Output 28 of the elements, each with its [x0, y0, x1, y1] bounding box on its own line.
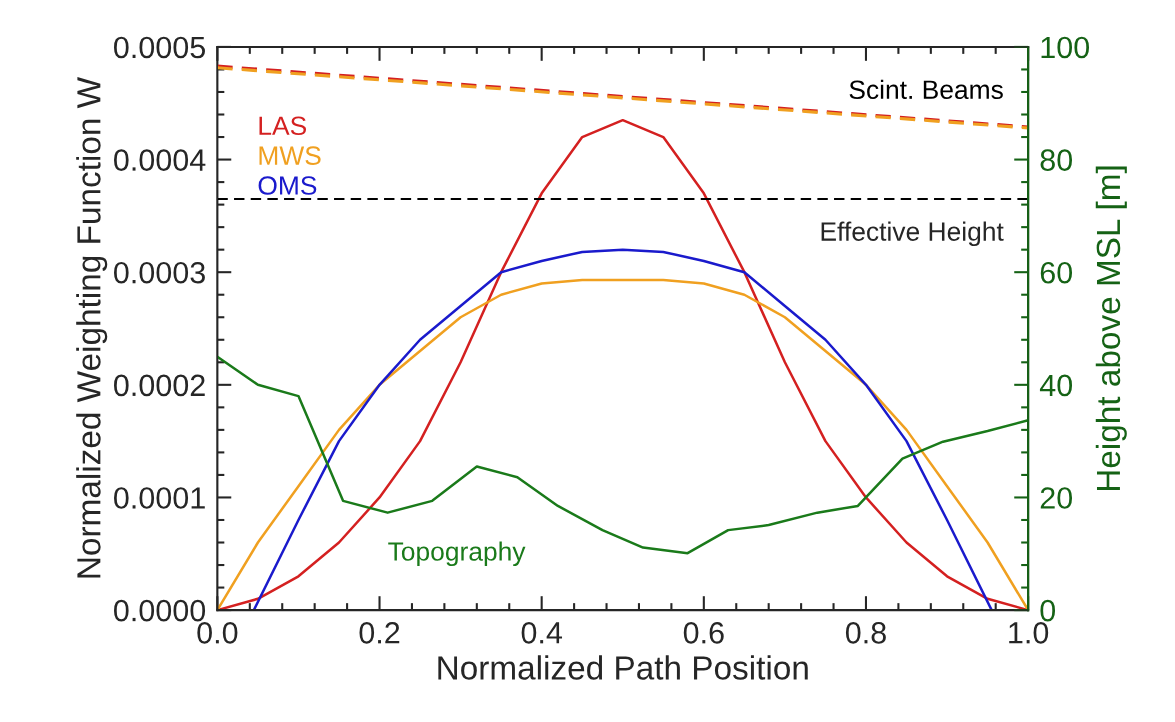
y2-tick-label: 80 [1040, 149, 1073, 171]
x-tick-label: 0.2 [359, 622, 400, 644]
y-tick-label: 0.0001 [114, 487, 205, 509]
y-tick-label: 0.0002 [114, 374, 205, 397]
y2-tick-label: 100 [1041, 36, 1090, 59]
y2-tick-label: 60 [1040, 261, 1073, 284]
x-tick-label: 1.0 [1009, 622, 1049, 644]
y2-axis-title: Height above MSL [m] [1095, 166, 1127, 491]
y-tick-label: 0.0000 [114, 599, 206, 622]
line-series [252, 248, 993, 611]
x-tick-label: 0.8 [845, 622, 886, 644]
x-tick-label: 0.4 [521, 622, 563, 644]
text: OMS [258, 176, 317, 195]
annotation: Scint. Beams [849, 79, 1003, 100]
x-tick-label: 0.0 [197, 622, 238, 644]
x-tick-label: 0.6 [683, 622, 724, 644]
y-tick-label: 0.0003 [114, 261, 205, 284]
y2-tick-label: 0 [1040, 599, 1056, 622]
x-axis-title: Normalized Path Position [438, 655, 808, 680]
ref-line-label: Effective Height [821, 221, 1004, 247]
text: LAS [259, 116, 307, 136]
y2-tick-label: 40 [1039, 374, 1073, 397]
annotation: Topography [388, 541, 526, 567]
text: MWS [259, 146, 321, 165]
y2-tick-label: 20 [1040, 487, 1073, 509]
y-tick-label: 0.0004 [114, 149, 206, 171]
y-axis-title: Normalized Weighting Function W [76, 76, 108, 578]
y-tick-label: 0.0005 [114, 36, 205, 59]
